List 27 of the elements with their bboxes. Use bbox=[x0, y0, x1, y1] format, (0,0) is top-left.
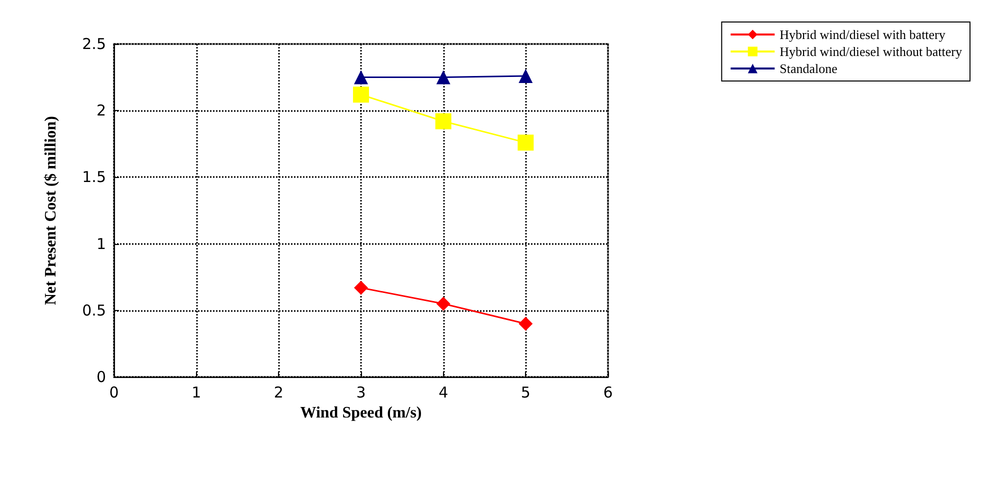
point bbox=[353, 86, 369, 103]
point bbox=[435, 113, 452, 130]
x-tick-label: 3 bbox=[356, 384, 366, 402]
point bbox=[518, 316, 533, 331]
point bbox=[354, 280, 368, 295]
y-tick-label: 2.5 bbox=[82, 35, 106, 53]
x-tick-label: 2 bbox=[274, 384, 284, 402]
y-tick-label: 2 bbox=[96, 102, 106, 120]
point bbox=[436, 70, 450, 84]
x-tick-label: 4 bbox=[438, 384, 448, 402]
y-tick-label: 1.5 bbox=[82, 168, 106, 186]
point bbox=[354, 70, 368, 84]
legend-label: Hybrid wind/diesel with battery bbox=[780, 27, 946, 42]
point bbox=[518, 134, 534, 151]
point bbox=[518, 68, 533, 83]
x-axis-title: Wind Speed (m/s) bbox=[300, 404, 422, 422]
x-tick-label: 0 bbox=[109, 384, 119, 402]
y-tick-label: 1 bbox=[96, 234, 106, 253]
y-tick-label: 0 bbox=[96, 368, 106, 386]
legend-label: Standalone bbox=[780, 61, 838, 76]
y-axis-title: Net Present Cost ($ million) bbox=[42, 116, 60, 305]
legend-label: Hybrid wind/diesel without battery bbox=[780, 44, 962, 59]
y-tick-label: 0.5 bbox=[82, 301, 106, 320]
x-tick-label: 5 bbox=[520, 384, 530, 402]
point bbox=[436, 296, 450, 311]
x-tick-label: 1 bbox=[192, 384, 202, 402]
x-tick-label: 6 bbox=[603, 384, 613, 402]
